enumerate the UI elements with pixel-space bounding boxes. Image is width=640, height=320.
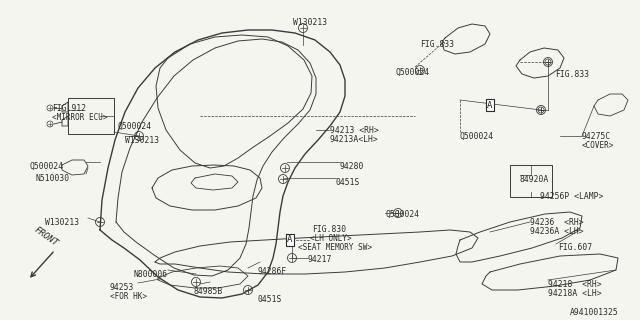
Text: 94280: 94280 [340, 162, 364, 171]
Text: Q500024: Q500024 [30, 162, 64, 171]
Text: 94218  <RH>: 94218 <RH> [548, 280, 602, 289]
Text: <COVER>: <COVER> [582, 141, 614, 150]
Text: <MIRROR ECU>: <MIRROR ECU> [52, 113, 108, 122]
Bar [510, 165, 552, 197]
Text: W130213: W130213 [293, 18, 327, 27]
Text: <FOR HK>: <FOR HK> [110, 292, 147, 301]
Text: A: A [287, 236, 292, 244]
Text: 94286F: 94286F [258, 267, 287, 276]
Text: 94217: 94217 [308, 255, 332, 264]
Text: W130213: W130213 [45, 218, 79, 227]
Text: FIG.912: FIG.912 [52, 104, 86, 113]
Text: 94213A<LH>: 94213A<LH> [330, 135, 379, 144]
Text: 94256P <LAMP>: 94256P <LAMP> [540, 192, 604, 201]
Text: FIG.830: FIG.830 [312, 225, 346, 234]
Text: A: A [487, 100, 493, 109]
Text: Q500024: Q500024 [460, 132, 494, 141]
Text: 84920A: 84920A [520, 175, 549, 184]
Text: Q500024: Q500024 [385, 210, 419, 219]
Text: N800006: N800006 [133, 270, 167, 279]
Text: 94236  <RH>: 94236 <RH> [530, 218, 584, 227]
Text: 84985B: 84985B [193, 287, 222, 296]
Text: 94253: 94253 [110, 283, 134, 292]
Text: A941001325: A941001325 [570, 308, 619, 317]
Text: N510030: N510030 [35, 174, 69, 183]
Text: FIG.833: FIG.833 [555, 70, 589, 79]
Text: 0451S: 0451S [258, 295, 282, 304]
Text: Q500024: Q500024 [395, 68, 429, 77]
Text: FIG.607: FIG.607 [558, 243, 592, 252]
Text: 94275C: 94275C [582, 132, 611, 141]
Text: 0451S: 0451S [336, 178, 360, 187]
Text: FRONT: FRONT [32, 225, 59, 248]
Text: <LH ONLY>: <LH ONLY> [310, 234, 351, 243]
Text: 94213 <RH>: 94213 <RH> [330, 126, 379, 135]
Bar [68, 98, 114, 134]
Text: 94218A <LH>: 94218A <LH> [548, 289, 602, 298]
Text: FIG.833: FIG.833 [420, 40, 454, 49]
Text: <SEAT MEMORY SW>: <SEAT MEMORY SW> [298, 243, 372, 252]
Text: 94236A <LH>: 94236A <LH> [530, 227, 584, 236]
Text: W130213: W130213 [125, 136, 159, 145]
Text: Q500024: Q500024 [118, 122, 152, 131]
